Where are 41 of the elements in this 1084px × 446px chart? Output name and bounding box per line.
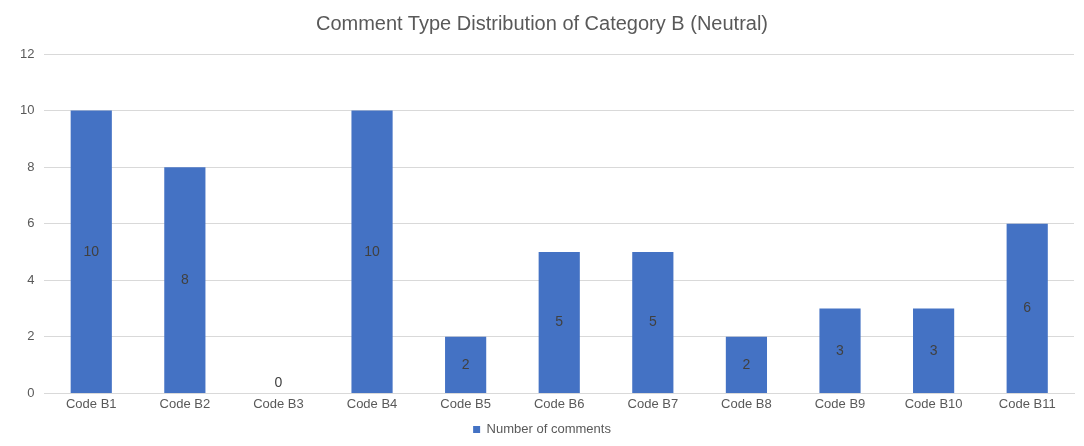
x-tick-label: Code B6 xyxy=(533,395,585,411)
legend-label: Number of comments xyxy=(486,421,612,437)
bar xyxy=(725,336,768,393)
data-label: 6 xyxy=(1023,299,1032,316)
bar xyxy=(1006,223,1048,393)
x-tick-label: Code B9 xyxy=(814,395,866,411)
y-tick-label: 4 xyxy=(27,271,35,287)
chart-title: Comment Type Distribution of Category B (Neutral) xyxy=(315,11,769,34)
data-label: 2 xyxy=(742,355,751,372)
data-label: 10 xyxy=(83,242,100,259)
data-label: 2 xyxy=(461,355,470,372)
x-tick-label: Code B7 xyxy=(627,395,679,411)
data-label: 10 xyxy=(364,242,381,259)
y-tick-label: 0 xyxy=(27,384,35,400)
bar xyxy=(632,251,674,393)
data-label: 5 xyxy=(555,313,564,330)
y-tick-label: 2 xyxy=(27,328,35,344)
bar xyxy=(913,308,955,393)
y-tick-label: 12 xyxy=(19,45,35,61)
bar xyxy=(538,251,580,393)
x-tick-label: Code B5 xyxy=(440,395,491,411)
x-tick-label: Code B10 xyxy=(904,395,963,411)
x-tick-label: Code B4 xyxy=(346,395,398,411)
data-label: 3 xyxy=(836,341,845,358)
y-tick-label: 10 xyxy=(19,102,35,118)
bar xyxy=(445,336,487,393)
data-label: 3 xyxy=(929,341,938,358)
bar xyxy=(351,110,393,393)
y-tick-label: 8 xyxy=(27,158,35,174)
data-label: 0 xyxy=(274,374,283,391)
x-tick-label: Code B3 xyxy=(253,395,304,411)
data-label: 5 xyxy=(648,313,657,330)
bar xyxy=(819,308,861,393)
bar xyxy=(164,167,206,393)
data-label: 8 xyxy=(180,270,189,287)
x-tick-label: Code B2 xyxy=(159,395,211,411)
x-tick-label: Code B1 xyxy=(65,395,117,411)
bar xyxy=(70,110,112,393)
x-tick-label: Code B8 xyxy=(721,395,772,411)
y-tick-label: 6 xyxy=(27,215,35,231)
x-tick-label: Code B11 xyxy=(998,395,1056,411)
